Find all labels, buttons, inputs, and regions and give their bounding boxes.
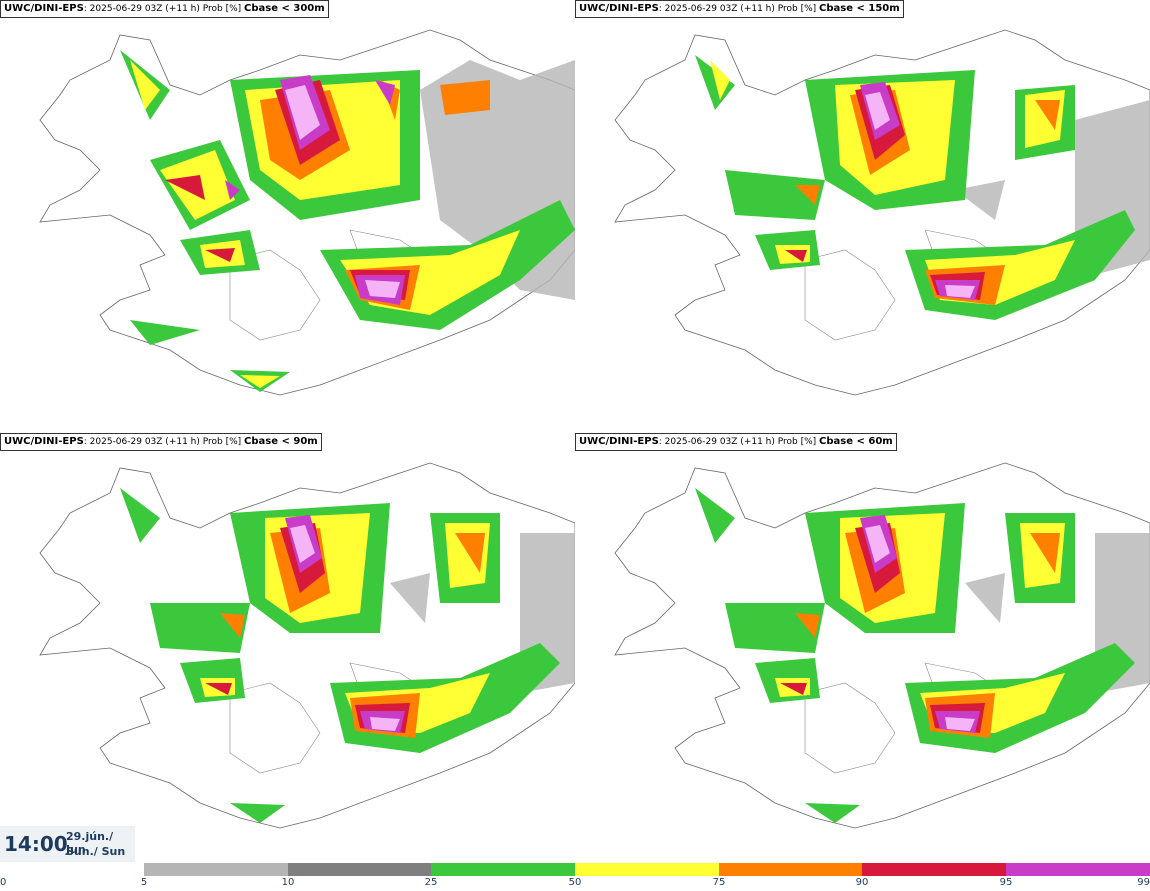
map-canvas-3 (39, 462, 575, 829)
legend-segment (431, 863, 575, 876)
panel-info: : 2025-06-29 03Z (+11 h) Prob [%] (83, 4, 242, 14)
legend-segment (719, 863, 862, 876)
panel-info: : 2025-06-29 03Z (+11 h) Prob [%] (83, 437, 242, 447)
legend-segment (288, 863, 431, 876)
legend-tick-label: 10 (281, 877, 295, 888)
panel-model: UWC/DINI-EPS (4, 436, 84, 447)
legend-tick-label: 0 (0, 877, 7, 888)
map-canvas-2 (614, 29, 1150, 396)
legend-segment (575, 863, 719, 876)
valid-time-clock: 14:00 (4, 832, 68, 856)
legend-segment (144, 863, 288, 876)
map-panel-1: UWC/DINI-EPS: 2025-06-29 03Z (+11 h) Pro… (0, 0, 575, 433)
probability-legend: 0 5 10 25 50 75 90 95 99 (0, 862, 1150, 891)
legend-tick-label: 5 (140, 877, 148, 888)
map-canvas-1 (39, 29, 575, 396)
valid-day: Sun./ Sun (66, 845, 126, 858)
panel-param: Cbase < 300m (244, 3, 325, 14)
panel-title-3: UWC/DINI-EPS: 2025-06-29 03Z (+11 h) Pro… (0, 433, 322, 451)
panel-param: Cbase < 150m (819, 3, 900, 14)
legend-tick-label: 50 (568, 877, 582, 888)
panel-info: : 2025-06-29 03Z (+11 h) Prob [%] (658, 437, 817, 447)
legend-tick-label: 75 (712, 877, 726, 888)
map-panel-2: UWC/DINI-EPS: 2025-06-29 03Z (+11 h) Pro… (575, 0, 1150, 433)
legend-tick-label: 90 (855, 877, 869, 888)
panel-param: Cbase < 90m (244, 436, 318, 447)
legend-segment (1006, 863, 1150, 876)
valid-time-box: 14:00 29.jún./ Jun Sun./ Sun (0, 826, 135, 862)
map-panel-3: UWC/DINI-EPS: 2025-06-29 03Z (+11 h) Pro… (0, 433, 575, 866)
legend-segment (862, 863, 1006, 876)
legend-tick-label: 25 (424, 877, 438, 888)
panel-param: Cbase < 60m (819, 436, 893, 447)
panel-model: UWC/DINI-EPS (579, 436, 659, 447)
panel-title-1: UWC/DINI-EPS: 2025-06-29 03Z (+11 h) Pro… (0, 0, 329, 18)
panel-title-4: UWC/DINI-EPS: 2025-06-29 03Z (+11 h) Pro… (575, 433, 897, 451)
map-canvas-4 (614, 462, 1150, 829)
map-panel-4: UWC/DINI-EPS: 2025-06-29 03Z (+11 h) Pro… (575, 433, 1150, 866)
panel-model: UWC/DINI-EPS (579, 3, 659, 14)
panel-model: UWC/DINI-EPS (4, 3, 84, 14)
valid-date: 29.jún./ Jun (66, 830, 114, 856)
panel-info: : 2025-06-29 03Z (+11 h) Prob [%] (658, 4, 817, 14)
panel-title-2: UWC/DINI-EPS: 2025-06-29 03Z (+11 h) Pro… (575, 0, 904, 18)
legend-tick-label: 95 (999, 877, 1013, 888)
legend-tick-label: 99 (1137, 877, 1150, 888)
